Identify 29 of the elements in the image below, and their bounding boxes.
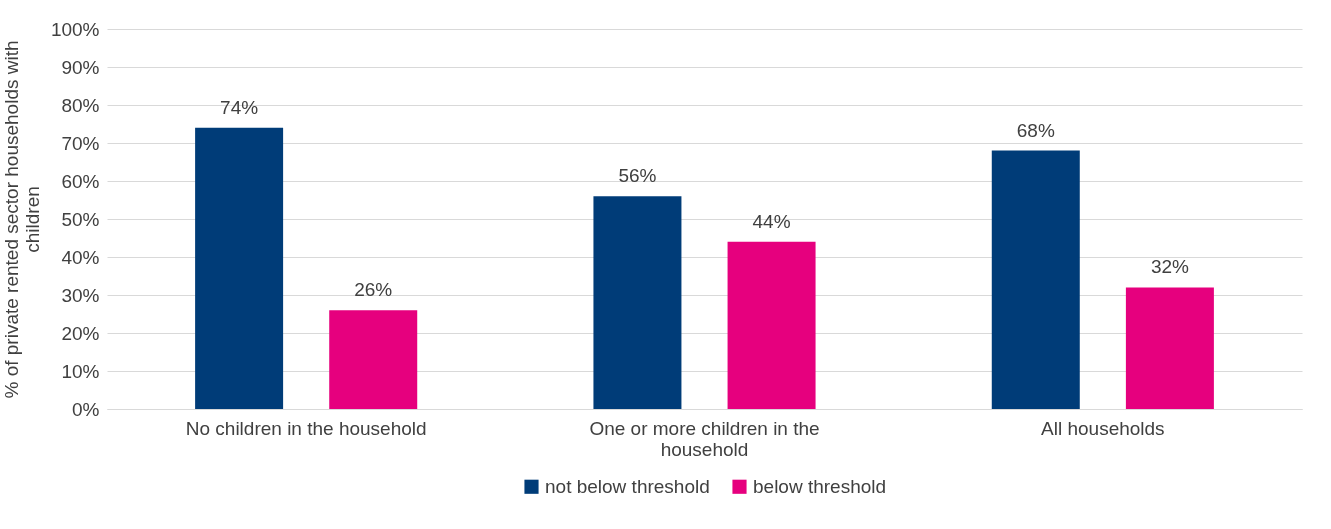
bar [593, 196, 682, 409]
y-tick-label: 80% [61, 94, 100, 116]
data-label: 32% [1150, 256, 1190, 278]
x-tick-label: No children in the household [185, 417, 427, 439]
x-tick-label: One or more children in the household [589, 417, 820, 460]
x-tick-label: All households [1041, 417, 1165, 439]
bar [329, 310, 418, 409]
data-label: 26% [354, 279, 393, 301]
y-axis-title: % of private rented sector households with children [0, 40, 43, 399]
y-tick-label: 20% [61, 322, 100, 344]
y-tick-label: 70% [61, 132, 100, 154]
y-tick-label: 40% [61, 246, 100, 268]
bar [727, 241, 816, 409]
data-label: 56% [618, 165, 657, 187]
y-tick-label: 30% [61, 284, 100, 306]
y-tick-label: 50% [61, 208, 100, 230]
bar [991, 150, 1080, 409]
legend-label: not below threshold [545, 475, 710, 497]
y-tick-label: 100% [50, 18, 100, 40]
y-tick-label: 10% [61, 360, 100, 382]
data-label: 44% [752, 210, 791, 232]
data-label: 74% [220, 96, 259, 118]
y-tick-label: 0% [72, 398, 100, 420]
y-tick-label: 90% [61, 56, 100, 78]
legend-label: below threshold [753, 475, 887, 497]
bar [195, 127, 284, 409]
y-tick-label: 60% [61, 170, 100, 192]
bar [1125, 287, 1214, 409]
data-label: 68% [1016, 119, 1055, 141]
